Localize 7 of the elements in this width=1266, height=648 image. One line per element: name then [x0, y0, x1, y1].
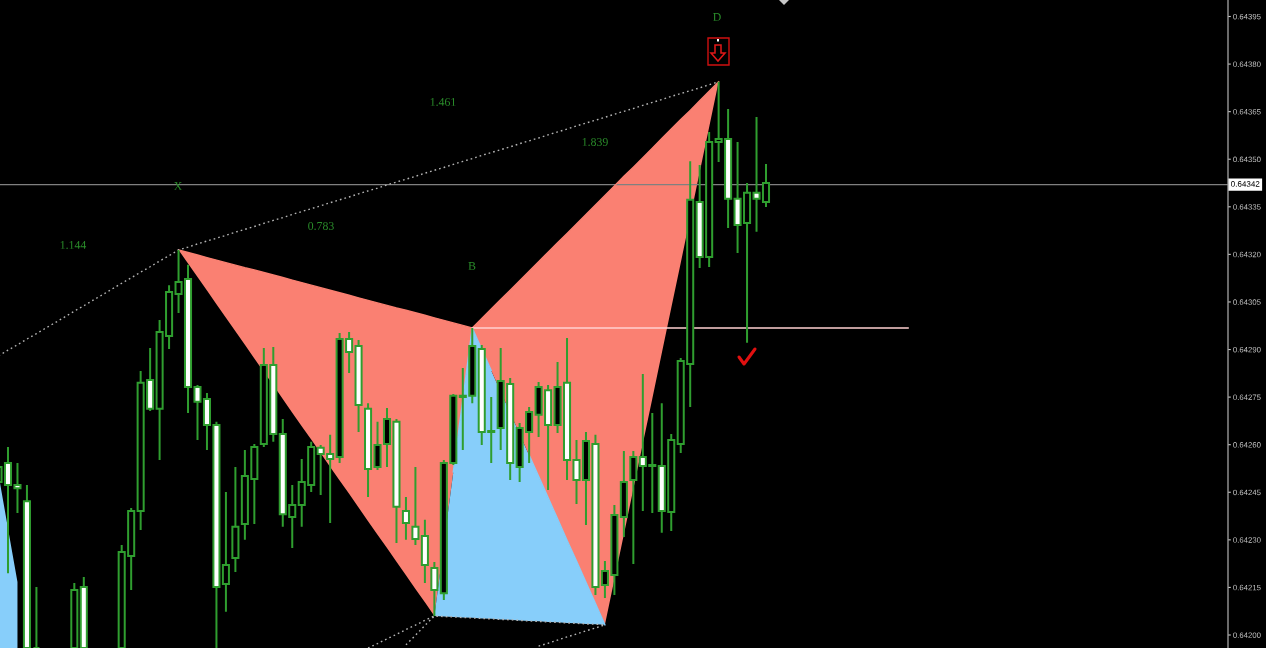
- annotation: 1.461: [430, 98, 456, 107]
- ref-line-label: 0.64342: [1231, 181, 1260, 187]
- annotation: 1.144: [60, 241, 87, 250]
- annotation: 0.783: [308, 221, 334, 231]
- annotation: D: [713, 13, 721, 21]
- annotation: B: [468, 262, 476, 270]
- annotation: 1.839: [582, 137, 608, 147]
